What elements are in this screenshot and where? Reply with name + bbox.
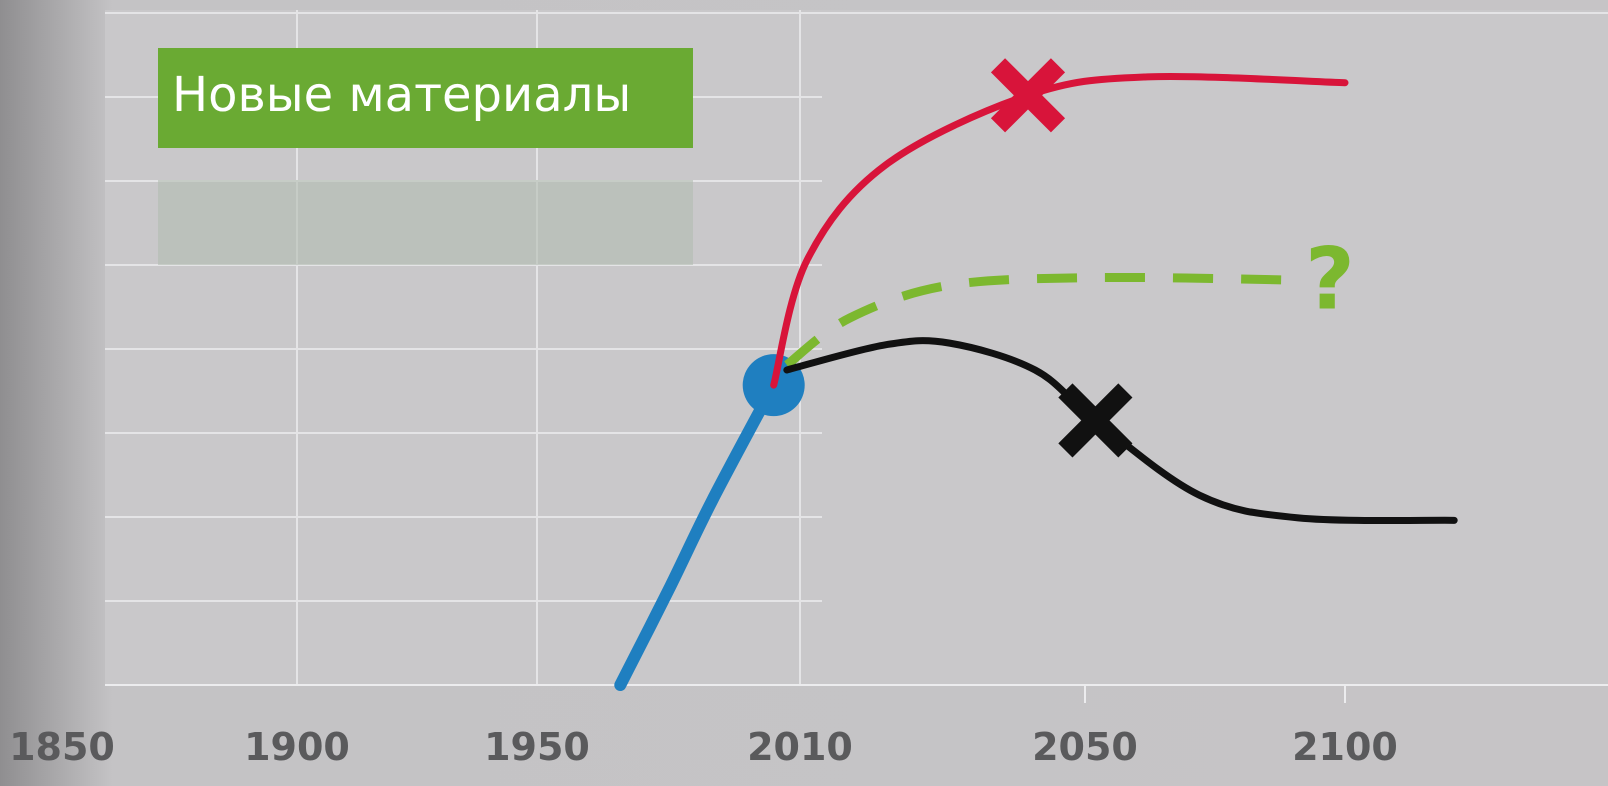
x-tick-label: 2050	[1032, 725, 1138, 769]
x-tick-label: 1950	[484, 725, 590, 769]
x-tick-label: 2100	[1292, 725, 1398, 769]
x-tick-label: 2010	[747, 725, 853, 769]
cross-marker	[1058, 383, 1133, 458]
cross-marker	[990, 58, 1066, 133]
annotation: ?	[1305, 229, 1355, 329]
series-line	[770, 72, 1349, 389]
faded-box	[158, 180, 693, 265]
series-line	[614, 379, 780, 691]
x-tick-label: 1900	[244, 725, 350, 769]
chart-title: Новые материалы	[172, 67, 631, 123]
x-tick-label: 1850	[9, 725, 115, 769]
series-line	[784, 272, 1299, 369]
title-box	[158, 48, 693, 148]
